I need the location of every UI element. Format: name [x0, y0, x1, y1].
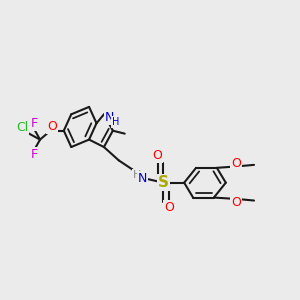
Text: N: N [138, 172, 147, 185]
Text: S: S [158, 175, 169, 190]
Text: O: O [152, 149, 162, 162]
Text: H: H [112, 117, 119, 127]
Text: F: F [31, 148, 38, 161]
Text: O: O [231, 196, 241, 208]
Text: O: O [47, 120, 57, 133]
Text: O: O [231, 157, 241, 170]
Text: Cl: Cl [16, 121, 28, 134]
Text: N: N [105, 111, 114, 124]
Text: F: F [31, 117, 38, 130]
Text: O: O [164, 202, 174, 214]
Text: H: H [133, 170, 142, 180]
